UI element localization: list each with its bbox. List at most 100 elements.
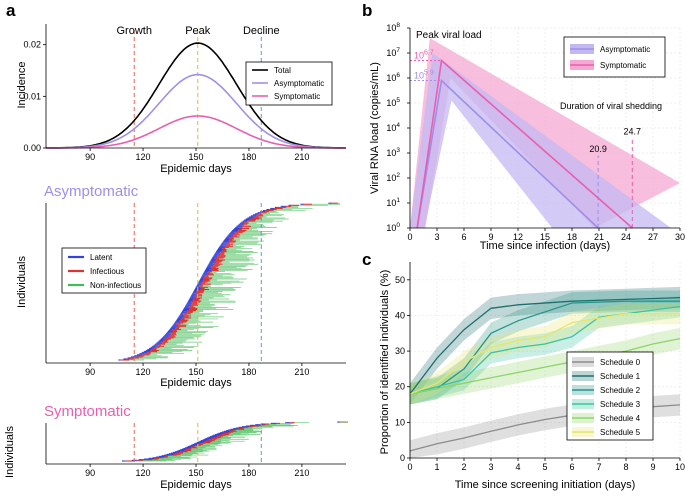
- incidence-chart: Growth Peak Decline 90 120 150 180 210 0.00 0.01…: [16, 24, 346, 175]
- viral-load-line-asymptomatic: [416, 78, 599, 229]
- symptomatic-title: Symptomatic: [44, 403, 131, 420]
- viral-load-line-symptomatic: [416, 58, 633, 229]
- panel-label-c: c: [362, 250, 371, 269]
- asymptomatic-x-axis-label: Epidemic days: [160, 377, 232, 389]
- schedule-line-schedule-5: [409, 313, 680, 395]
- legend-item-asymptomatic: Asymptomatic: [600, 45, 650, 54]
- phase-label-peak: Peak: [185, 25, 211, 37]
- x-tick-label: 9: [488, 232, 493, 242]
- x-tick-label: 120: [136, 468, 151, 478]
- symptomatic-individuals-chart: Symptomatic 90 120 150 180 210 Individuals E…: [4, 403, 348, 491]
- viral-load-legend: Asymptomatic Symptomatic: [563, 36, 666, 78]
- y-tick-label: 40: [395, 310, 405, 320]
- x-tick-label: 9: [650, 462, 655, 472]
- legend-item-non-infectious: Non-infectious: [90, 281, 141, 290]
- identified-proportion-chart: 0 1 2 3 4 5 6 7 8 9 10 0 10 20 30 40 50 Proportion of id…: [379, 262, 685, 491]
- shedding-label-asymptomatic: 20.9: [589, 144, 607, 154]
- x-tick-label: 180: [241, 468, 256, 478]
- legend-item-schedule-1: Schedule 1: [600, 372, 641, 381]
- symptomatic-y-axis-label: Individuals: [4, 426, 16, 478]
- incidence-y-axis-label: Incidence: [16, 61, 28, 108]
- asymptomatic-title: Asymptomatic: [44, 183, 139, 200]
- legend-item-latent: Latent: [90, 253, 113, 262]
- y-tick-exponent: 3: [396, 147, 400, 154]
- viral-load-y-axis-label: Viral RNA load (copies/mL): [369, 62, 381, 194]
- phase-label-growth: Growth: [117, 25, 152, 37]
- state-legend: Latent Infectious Non-infectious: [61, 247, 147, 294]
- x-tick-label: 6: [569, 462, 574, 472]
- confidence-band-symptomatic: [410, 38, 680, 228]
- x-tick-label: 90: [85, 367, 95, 377]
- y-tick-label: 108: [386, 22, 400, 33]
- y-tick-exponent: 5: [396, 97, 400, 104]
- y-tick-label: 105: [386, 97, 400, 108]
- x-tick-label: 3: [434, 232, 439, 242]
- x-tick-label: 90: [85, 152, 95, 162]
- schedule-line-schedule-1: [409, 296, 681, 395]
- x-tick-label: 10: [675, 462, 685, 472]
- legend-item-schedule-4: Schedule 4: [600, 414, 641, 423]
- y-tick-label: 104: [386, 122, 400, 133]
- viral-load-x-axis-label: Time since infection (days): [480, 240, 610, 252]
- x-tick-label: 180: [241, 367, 256, 377]
- confidence-band-schedule-2: [410, 290, 680, 405]
- x-tick-label: 5: [542, 462, 547, 472]
- panel-label-b: b: [362, 1, 372, 20]
- y-tick-label: 0: [400, 453, 405, 463]
- legend-box: [563, 36, 666, 78]
- x-tick-label: 210: [294, 152, 309, 162]
- y-tick-label: 20: [395, 382, 405, 392]
- x-tick-label: 120: [136, 367, 151, 377]
- y-tick-label: 102: [386, 172, 400, 183]
- x-tick-label: 8: [623, 462, 628, 472]
- x-tick-label: 210: [294, 367, 309, 377]
- legend-item-total: Total: [274, 66, 291, 75]
- peak-exponent: 6.7: [424, 50, 434, 57]
- schedule-line-schedule-4: [409, 337, 681, 395]
- y-tick-label: 103: [386, 147, 400, 158]
- asymptomatic-y-axis-label: Individuals: [16, 256, 28, 308]
- x-tick-label: 150: [188, 367, 203, 377]
- y-tick-exponent: 1: [396, 197, 400, 204]
- x-tick-label: 0: [407, 462, 412, 472]
- confidence-band-schedule-3: [410, 295, 680, 405]
- x-tick-label: 180: [241, 152, 256, 162]
- x-tick-label: 150: [188, 152, 203, 162]
- x-tick-label: 18: [567, 232, 577, 242]
- x-tick-label: 2: [461, 462, 466, 472]
- y-tick-exponent: 7: [396, 47, 400, 54]
- x-tick-label: 21: [594, 232, 604, 242]
- legend-item-schedule-5: Schedule 5: [600, 428, 641, 437]
- incidence-x-axis-label: Epidemic days: [160, 163, 232, 175]
- legend-item-symptomatic: Symptomatic: [274, 92, 320, 101]
- phase-label-decline: Decline: [243, 25, 280, 37]
- x-tick-label: 15: [540, 232, 550, 242]
- legend-item-asymptomatic: Asymptomatic: [274, 79, 324, 88]
- y-tick-label: 0.01: [23, 91, 41, 101]
- x-tick-label: 120: [136, 152, 151, 162]
- y-tick-exponent: 6: [396, 72, 400, 79]
- x-tick-label: 1: [434, 462, 439, 472]
- x-tick-label: 24: [621, 232, 631, 242]
- legend-item-schedule-2: Schedule 2: [600, 386, 641, 395]
- y-tick-label: 10: [395, 417, 405, 427]
- proportion-y-axis-label: Proportion of identified individuals (%): [379, 270, 391, 455]
- peak-label-asymptomatic: 105.9: [414, 70, 434, 81]
- y-tick-label: 100: [386, 222, 400, 233]
- legend-item-infectious: Infectious: [90, 267, 124, 276]
- x-tick-label: 3: [488, 462, 493, 472]
- peak-label-symptomatic: 106.7: [414, 50, 434, 61]
- x-tick-label: 0: [407, 232, 412, 242]
- x-tick-label: 90: [85, 468, 95, 478]
- x-tick-label: 4: [515, 462, 520, 472]
- legend-item-schedule-3: Schedule 3: [600, 400, 641, 409]
- y-tick-label: 30: [395, 346, 405, 356]
- y-tick-exponent: 4: [396, 122, 400, 129]
- y-tick-label: 107: [386, 47, 400, 58]
- x-tick-label: 150: [188, 468, 203, 478]
- confidence-band-schedule-1: [410, 286, 680, 405]
- shedding-label-symptomatic: 24.7: [624, 126, 642, 136]
- series-line-asymptomatic: [46, 73, 346, 149]
